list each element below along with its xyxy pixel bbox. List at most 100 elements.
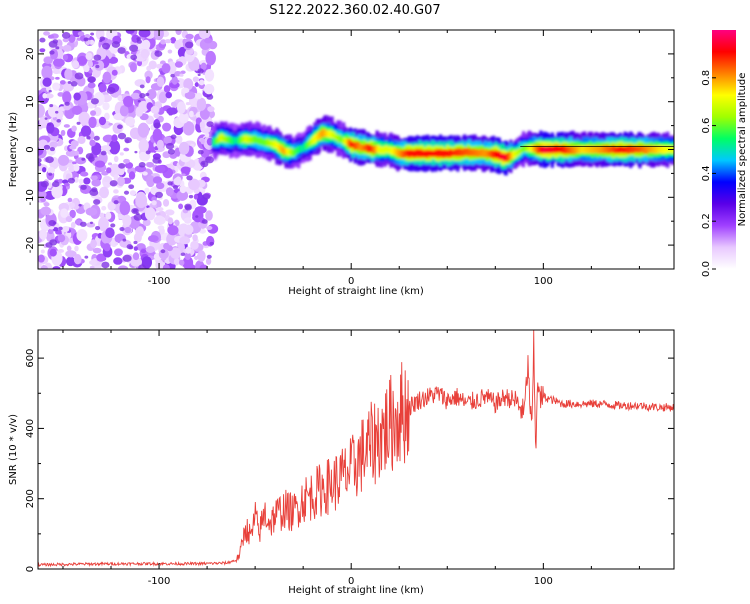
heatmap-noise-blob [130, 92, 141, 100]
heatmap-noise-blob [175, 79, 180, 83]
heatmap-noise-blob [183, 224, 194, 235]
heatmap-noise-blob [38, 104, 45, 118]
heatmap-y-tick-label: 0 [25, 146, 36, 152]
heatmap-noise-blob [98, 116, 107, 126]
snr-x-axis-label: Height of straight line (km) [288, 585, 424, 596]
heatmap-noise-blob [124, 116, 136, 127]
heatmap-noise-blob [80, 171, 89, 177]
heatmap-noise-blob [38, 190, 47, 199]
heatmap-noise-blob [107, 201, 116, 211]
heatmap-noise-blob [87, 82, 96, 89]
heatmap-noise-blob [194, 82, 199, 88]
heatmap-noise-blob [169, 247, 182, 259]
heatmap-noise-blob [135, 193, 148, 209]
heatmap-noise-peak [167, 181, 173, 186]
heatmap-noise-blob [49, 248, 57, 257]
heatmap-noise-blob [175, 135, 183, 144]
snr-y-tick-label: 400 [25, 419, 36, 438]
heatmap-noise-blob [181, 87, 190, 94]
heatmap-noise-peak [78, 203, 82, 207]
heatmap-noise-peak [70, 81, 78, 87]
heatmap-noise-blob [166, 232, 178, 246]
heatmap-noise-blob [89, 259, 97, 265]
colorbar-tick-label: 0.4 [701, 165, 712, 181]
heatmap-noise-blob [174, 61, 183, 68]
heatmap-noise-peak [67, 80, 72, 84]
heatmap-noise-blob [85, 52, 93, 61]
heatmap-noise-blob [85, 207, 98, 216]
heatmap-noise-blob [174, 39, 182, 50]
heatmap-noise-blob [104, 112, 110, 121]
figure-title: S122.2022.360.02.40.G07 [269, 3, 440, 18]
heatmap-noise-peak [56, 118, 61, 123]
heatmap-noise-blob [165, 187, 174, 197]
heatmap-noise-peak [90, 32, 95, 36]
heatmap-noise-blob [73, 92, 81, 101]
heatmap-noise-peak [129, 44, 139, 52]
heatmap-noise-blob [78, 111, 90, 126]
heatmap-noise-peak [119, 226, 125, 232]
heatmap-noise-peak [101, 261, 110, 269]
heatmap-noise-blob [156, 139, 164, 150]
heatmap-noise-blob [101, 205, 107, 211]
heatmap-noise-blob [190, 240, 199, 250]
heatmap-y-tick-label: -10 [25, 189, 36, 205]
heatmap-noise-blob [43, 31, 51, 36]
heatmap-noise-blob [203, 83, 215, 95]
heatmap-noise-blob [176, 101, 186, 114]
heatmap-noise-peak [118, 162, 126, 169]
heatmap-noise-blob [76, 228, 88, 242]
heatmap-noise-blob [64, 68, 73, 80]
heatmap-noise-blob [129, 190, 137, 196]
heatmap-noise-blob [77, 136, 86, 145]
heatmap-noise-blob [52, 82, 61, 91]
heatmap-noise-blob [204, 37, 213, 44]
heatmap-noise-blob [178, 141, 190, 155]
heatmap-noise-blob [41, 65, 53, 80]
heatmap-noise-blob [185, 33, 194, 40]
heatmap-noise-peak [48, 220, 56, 227]
heatmap-noise-blob [183, 217, 192, 224]
heatmap-noise-blob [83, 177, 91, 185]
heatmap-noise-blob [179, 185, 187, 194]
heatmap-noise-blob [173, 177, 182, 186]
heatmap-noise-peak [86, 135, 91, 140]
heatmap-noise-peak [160, 249, 166, 254]
heatmap-noise-blob [206, 137, 214, 146]
heatmap-noise-blob [204, 68, 215, 82]
heatmap-noise-blob [167, 217, 174, 225]
heatmap-noise-blob [52, 266, 61, 269]
heatmap-noise-peak [113, 200, 119, 205]
heatmap-noise-peak [91, 187, 98, 193]
heatmap-noise-blob [147, 235, 159, 242]
heatmap-noise-blob [208, 40, 218, 50]
heatmap-noise-peak [117, 132, 127, 140]
heatmap-noise-peak [206, 254, 212, 259]
heatmap-noise-blob [156, 207, 164, 212]
heatmap-noise-blob [156, 76, 165, 87]
heatmap-noise-peak [52, 39, 59, 44]
heatmap-noise-blob [98, 216, 109, 232]
heatmap-noise-peak [180, 252, 186, 257]
heatmap-noise-blob [40, 265, 48, 269]
snr-x-tick-label: 0 [348, 576, 354, 587]
heatmap-noise-peak [209, 241, 214, 246]
heatmap-noise-blob [133, 246, 138, 251]
heatmap-noise-peak [80, 221, 87, 227]
heatmap-noise-blob [71, 60, 80, 69]
heatmap-noise-blob [67, 197, 73, 203]
heatmap-noise-blob [164, 39, 172, 44]
heatmap-noise-peak [122, 238, 127, 242]
heatmap-noise-peak [81, 157, 86, 161]
heatmap-noise-blob [185, 246, 192, 254]
heatmap-noise-peak [49, 147, 55, 152]
heatmap-noise-peak [167, 148, 175, 155]
heatmap-noise-blob [129, 62, 137, 73]
heatmap-noise-blob [47, 34, 55, 39]
heatmap-noise-blob [193, 193, 199, 200]
heatmap-noise-blob [154, 215, 164, 224]
heatmap-noise-peak [85, 153, 94, 160]
heatmap-noise-blob [196, 97, 207, 111]
heatmap-x-tick-label: 100 [534, 276, 553, 287]
heatmap-noise-peak [93, 54, 102, 61]
